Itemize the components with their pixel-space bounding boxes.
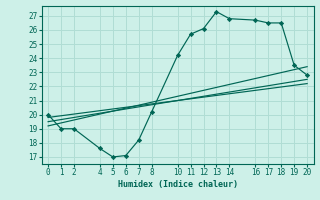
X-axis label: Humidex (Indice chaleur): Humidex (Indice chaleur) xyxy=(118,180,237,189)
